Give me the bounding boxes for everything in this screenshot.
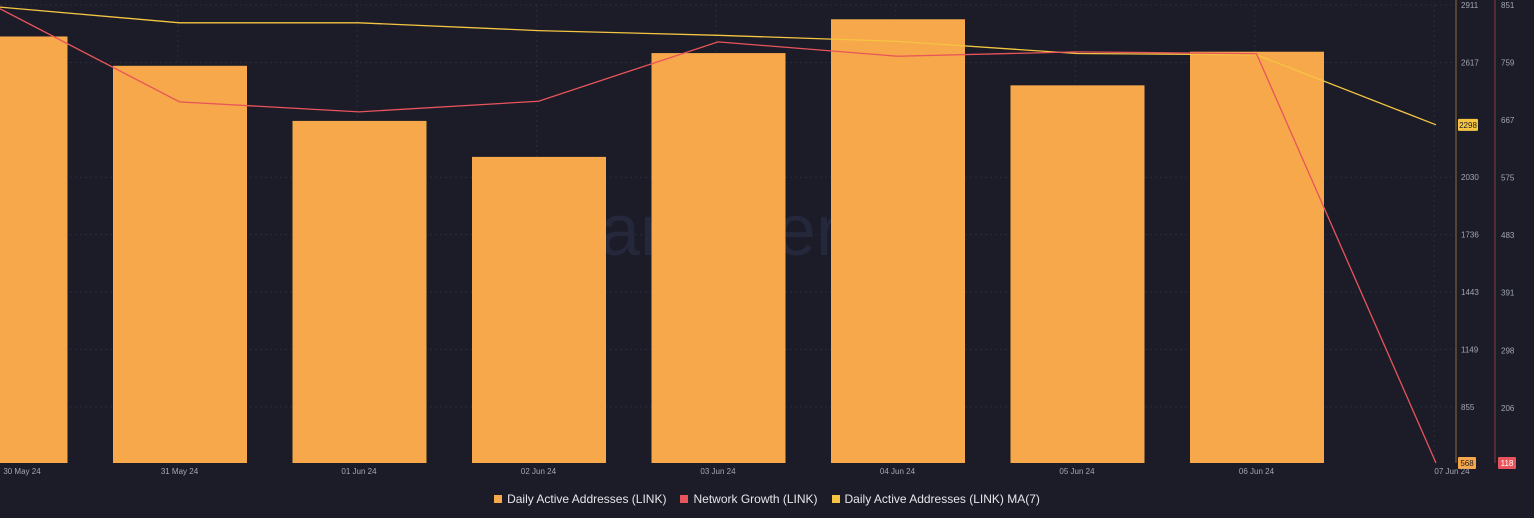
legend: Daily Active Addresses (LINK) Network Gr… xyxy=(0,492,1534,506)
left-axis-tick-label: 1149 xyxy=(1461,345,1479,354)
legend-label-ma7: Daily Active Addresses (LINK) MA(7) xyxy=(844,492,1040,506)
chart-svg: santiment2911261720301736144311498558517… xyxy=(0,0,1516,476)
legend-item-ma7[interactable]: Daily Active Addresses (LINK) MA(7) xyxy=(831,492,1040,506)
left-axis-current-badge: 2298 xyxy=(1459,121,1477,130)
bar-daily-active-addresses xyxy=(1010,85,1145,464)
bar-daily-active-addresses xyxy=(651,53,786,463)
right-axis-tick-label: 759 xyxy=(1501,58,1515,67)
legend-item-daily-active-addresses[interactable]: Daily Active Addresses (LINK) xyxy=(494,492,666,506)
x-axis-tick-label: 06 Jun 24 xyxy=(1239,467,1275,476)
x-axis-tick-label: 31 May 24 xyxy=(161,467,199,476)
line-ma7 xyxy=(0,6,1437,126)
left-axis-tick-label: 855 xyxy=(1461,403,1475,412)
legend-swatch-ma7 xyxy=(831,495,840,503)
x-axis-tick-label: 01 Jun 24 xyxy=(341,467,377,476)
left-axis-min-badge-bg xyxy=(1458,457,1476,469)
legend-item-network-growth[interactable]: Network Growth (LINK) xyxy=(680,492,818,506)
right-axis-tick-label: 391 xyxy=(1501,288,1515,297)
right-axis-current-badge: 118 xyxy=(1501,459,1514,468)
left-axis-current-badge-bg xyxy=(1458,118,1478,131)
x-axis-tick-label: 04 Jun 24 xyxy=(880,467,916,476)
right-axis-tick-label: 206 xyxy=(1501,404,1515,413)
bar-daily-active-addresses xyxy=(472,156,606,463)
legend-swatch-network-growth xyxy=(680,495,689,503)
left-axis-tick-label: 1443 xyxy=(1461,288,1479,297)
right-axis-tick-label: 483 xyxy=(1501,231,1515,240)
right-axis-tick-label: 667 xyxy=(1501,116,1515,125)
x-axis-tick-label: 03 Jun 24 xyxy=(700,467,736,476)
left-axis-tick-label: 1736 xyxy=(1461,231,1479,240)
left-axis-min-badge: 568 xyxy=(1460,459,1474,468)
bar-daily-active-addresses xyxy=(831,19,965,463)
legend-swatch-daily-active-addresses xyxy=(494,495,503,503)
right-axis-current-badge-bg xyxy=(1498,457,1516,469)
x-axis-tick-label: 02 Jun 24 xyxy=(521,467,557,476)
line-network-growth xyxy=(0,8,1437,464)
right-axis-tick-label: 851 xyxy=(1501,1,1515,10)
x-axis-tick-label: 05 Jun 24 xyxy=(1059,467,1095,476)
x-axis-tick-label: 30 May 24 xyxy=(3,467,41,476)
bar-daily-active-addresses xyxy=(0,36,68,463)
bar-daily-active-addresses xyxy=(1190,51,1324,463)
x-axis-tick-label: 07 Jun 24 xyxy=(1434,467,1470,476)
legend-label-daily-active-addresses: Daily Active Addresses (LINK) xyxy=(507,492,667,506)
left-axis-tick-label: 2911 xyxy=(1461,1,1479,10)
right-axis-tick-label: 575 xyxy=(1501,173,1515,182)
bar-daily-active-addresses xyxy=(292,120,427,463)
legend-label-network-growth: Network Growth (LINK) xyxy=(693,492,818,506)
bar-daily-active-addresses xyxy=(113,65,247,463)
left-axis-tick-label: 2617 xyxy=(1461,58,1479,67)
right-axis-tick-label: 298 xyxy=(1501,347,1515,356)
left-axis-tick-label: 2030 xyxy=(1461,173,1479,182)
